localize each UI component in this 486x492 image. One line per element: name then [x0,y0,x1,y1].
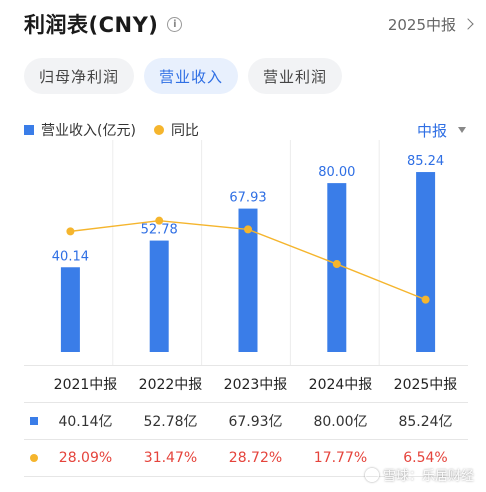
bar-value-label: 40.14 [52,249,89,264]
bar-2021中报 [60,267,80,352]
page-title: 利润表(CNY) [24,13,159,37]
legend-line-label: 同比 [170,123,199,139]
table-header-cell: 2022中报 [138,377,203,393]
bar-2025中报 [416,172,436,352]
table-cell: 28.72% [228,450,283,466]
table-cell: 40.14亿 [58,414,113,430]
legend-bar: 营业收入(亿元) [24,120,136,140]
header: 利润表(CNY) i 2025中报 [24,8,474,40]
line-swatch [153,125,164,135]
period-select[interactable]: 中报 [417,120,466,141]
table-header-row: 2021中报 2022中报 2023中报 2024中报 2025中报 [24,366,468,403]
table-key-revenue [24,417,43,425]
bar-swatch [24,125,34,135]
tab-operating-profit[interactable]: 营业利润 [248,58,343,94]
table-row-yoy: 28.09% 31.47% 28.72% 17.77% 6.54% [24,440,468,477]
chevron-right-icon [462,18,474,30]
bar-value-label: 85.24 [407,154,444,169]
table-row-revenue: 40.14亿 52.78亿 67.93亿 80.00亿 85.24亿 [24,403,468,440]
table-cell: 80.00亿 [313,414,368,430]
legend-bar-label: 营业收入(亿元) [41,123,136,139]
tab-label: 营业收入 [159,67,224,86]
yoy-point-2022中报 [155,216,164,225]
bar-2022中报 [149,240,169,352]
tab-revenue[interactable]: 营业收入 [144,58,239,94]
line-swatch [29,454,38,462]
revenue-chart: 40.14 52.78 67.93 80.00 85.24 [52,140,444,365]
yoy-point-2021中报 [66,227,75,236]
table-header-cell: 2021中报 [53,377,118,393]
period-link[interactable]: 2025中报 [387,14,474,35]
table-cell: 28.09% [58,450,113,466]
table-cell: 17.77% [313,450,368,466]
table-key-yoy [24,454,43,462]
watermark-text: 雪球：乐居财经 [382,469,474,484]
chart-legend: 营业收入(亿元) 同比 中报 [24,120,466,140]
table-cell: 67.93亿 [228,414,283,430]
table-header-cell: 2025中报 [393,377,458,393]
table-cell: 6.54% [403,450,448,466]
bar-value-label: 67.93 [229,191,266,206]
bar-value-label: 52.78 [141,223,178,238]
watermark: 雪球：乐居财经 [364,465,474,484]
table-header-cell: 2024中报 [308,377,373,393]
legend-line: 同比 [153,120,199,140]
data-table: 2021中报 2022中报 2023中报 2024中报 2025中报 40.14… [24,365,468,477]
period-select-label: 中报 [416,121,447,140]
bar-2023中报 [238,208,258,352]
table-header-cell: 2023中报 [223,377,288,393]
bar-value-label: 80.00 [318,165,355,180]
tab-net-profit[interactable]: 归母净利润 [24,58,135,94]
info-icon[interactable]: i [167,16,183,32]
yoy-point-2024中报 [332,260,341,269]
bar-swatch [29,417,38,425]
table-cell: 52.78亿 [143,414,198,430]
tab-label: 营业利润 [263,67,328,86]
table-cell: 31.47% [143,450,198,466]
table-cell: 85.24亿 [398,414,453,430]
caret-down-icon [458,127,466,133]
period-link-label: 2025中报 [387,15,456,34]
snowball-logo-icon [364,467,379,482]
metric-tabs: 归母净利润 营业收入 营业利润 [24,58,343,94]
tab-label: 归母净利润 [39,67,120,86]
yoy-point-2023中报 [244,225,252,234]
yoy-point-2025中报 [421,295,430,304]
